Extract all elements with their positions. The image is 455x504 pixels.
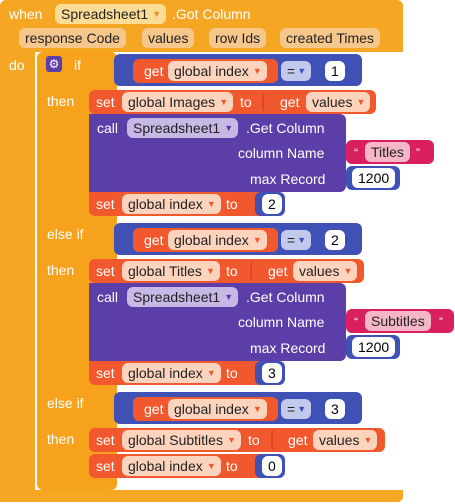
to-label: to <box>226 458 238 474</box>
operator-dropdown[interactable]: = ▼ <box>281 399 312 419</box>
chevron-down-icon: ▼ <box>297 66 307 76</box>
chevron-down-icon: ▼ <box>252 404 262 414</box>
arg-label-max-record: max Record <box>250 171 326 187</box>
chevron-down-icon: ▼ <box>206 199 216 209</box>
call-method: .Get Column <box>246 120 325 136</box>
then-label: then <box>47 93 75 109</box>
component-dropdown[interactable]: Spreadsheet1 ▼ <box>55 4 167 24</box>
text-field[interactable]: Subtitles <box>365 311 431 331</box>
chevron-down-icon: ▼ <box>297 404 307 414</box>
number-field[interactable]: 1200 <box>352 168 396 188</box>
else-if-label-2: else if <box>47 395 84 411</box>
param-response-code[interactable]: response Code <box>19 28 126 48</box>
to-label: to <box>226 263 238 279</box>
gear-icon[interactable]: ⚙ <box>46 56 62 72</box>
to-label: to <box>226 365 238 381</box>
param-row-ids[interactable]: row Ids <box>209 28 267 48</box>
set-var-dropdown[interactable]: global index ▼ <box>122 194 221 214</box>
to-label: to <box>240 94 252 110</box>
set-label: set <box>96 458 115 474</box>
quote-close-icon: ” <box>439 315 443 329</box>
chevron-down-icon: ▼ <box>363 435 373 445</box>
set-var-dropdown[interactable]: global index ▼ <box>122 456 221 476</box>
operator-dropdown[interactable]: = ▼ <box>281 230 312 250</box>
get-var-dropdown[interactable]: values ▼ <box>313 430 378 450</box>
call-label: call <box>97 289 119 305</box>
call-component-dropdown[interactable]: Spreadsheet1 ▼ <box>127 287 239 307</box>
get-label: get <box>144 63 164 79</box>
call-label: call <box>97 120 119 136</box>
get-var-dropdown[interactable]: values ▼ <box>306 92 371 112</box>
var-dropdown[interactable]: global index ▼ <box>168 61 267 81</box>
get-label: get <box>144 401 164 417</box>
arg-label-max-record: max Record <box>250 340 326 356</box>
var-dropdown[interactable]: global index ▼ <box>168 399 267 419</box>
set-label: set <box>96 365 115 381</box>
get-var-dropdown[interactable]: values ▼ <box>293 261 358 281</box>
text-field[interactable]: Titles <box>365 142 410 162</box>
if-label: if <box>74 57 81 73</box>
then-label-3: then <box>47 431 75 447</box>
number-field[interactable]: 0 <box>262 456 282 476</box>
set-var-dropdown[interactable]: global Images ▼ <box>122 92 234 112</box>
number-field[interactable]: 2 <box>262 194 282 214</box>
chevron-down-icon: ▼ <box>224 292 234 302</box>
chevron-down-icon: ▼ <box>343 266 353 276</box>
quote-open-icon: “ <box>354 146 358 160</box>
get-label: get <box>144 232 164 248</box>
chevron-down-icon: ▼ <box>219 97 229 107</box>
call-component-dropdown[interactable]: Spreadsheet1 ▼ <box>127 118 239 138</box>
set-var-dropdown[interactable]: global Subtitles ▼ <box>122 430 241 450</box>
chevron-down-icon: ▼ <box>152 9 162 19</box>
quote-open-icon: “ <box>354 315 358 329</box>
else-if-label: else if <box>47 226 84 242</box>
chevron-down-icon: ▼ <box>227 435 236 445</box>
call-method: .Get Column <box>246 289 325 305</box>
number-field[interactable]: 1200 <box>352 337 396 357</box>
chevron-down-icon: ▼ <box>252 66 262 76</box>
event-name: .Got Column <box>172 6 251 22</box>
param-created-times[interactable]: created Times <box>280 28 380 48</box>
chevron-down-icon: ▼ <box>206 461 216 471</box>
set-label: set <box>96 432 115 448</box>
chevron-down-icon: ▼ <box>206 266 215 276</box>
arg-label-column-name: column Name <box>238 314 325 330</box>
set-label: set <box>96 196 115 212</box>
arg-label-column-name: column Name <box>238 145 325 161</box>
chevron-down-icon: ▼ <box>356 97 366 107</box>
when-label: when <box>9 6 43 22</box>
number-field[interactable]: 1 <box>325 61 345 81</box>
var-dropdown[interactable]: global index ▼ <box>168 230 267 250</box>
number-field[interactable]: 3 <box>262 363 282 383</box>
number-field[interactable]: 2 <box>325 230 345 250</box>
param-values[interactable]: values <box>142 28 195 48</box>
chevron-down-icon: ▼ <box>206 368 216 378</box>
number-field[interactable]: 3 <box>325 399 345 419</box>
set-var-dropdown[interactable]: global index ▼ <box>122 363 221 383</box>
set-label: set <box>96 94 115 110</box>
then-label-2: then <box>47 262 75 278</box>
quote-close-icon: ” <box>416 146 420 160</box>
to-label: to <box>248 432 260 448</box>
get-label: get <box>288 432 308 448</box>
get-label: get <box>280 94 300 110</box>
chevron-down-icon: ▼ <box>224 123 234 133</box>
chevron-down-icon: ▼ <box>297 235 307 245</box>
to-label: to <box>226 196 238 212</box>
set-label: set <box>96 263 115 279</box>
chevron-down-icon: ▼ <box>252 235 262 245</box>
operator-dropdown[interactable]: = ▼ <box>281 61 312 81</box>
set-var-dropdown[interactable]: global Titles ▼ <box>122 261 220 281</box>
get-label: get <box>268 263 288 279</box>
do-label: do <box>9 57 25 73</box>
